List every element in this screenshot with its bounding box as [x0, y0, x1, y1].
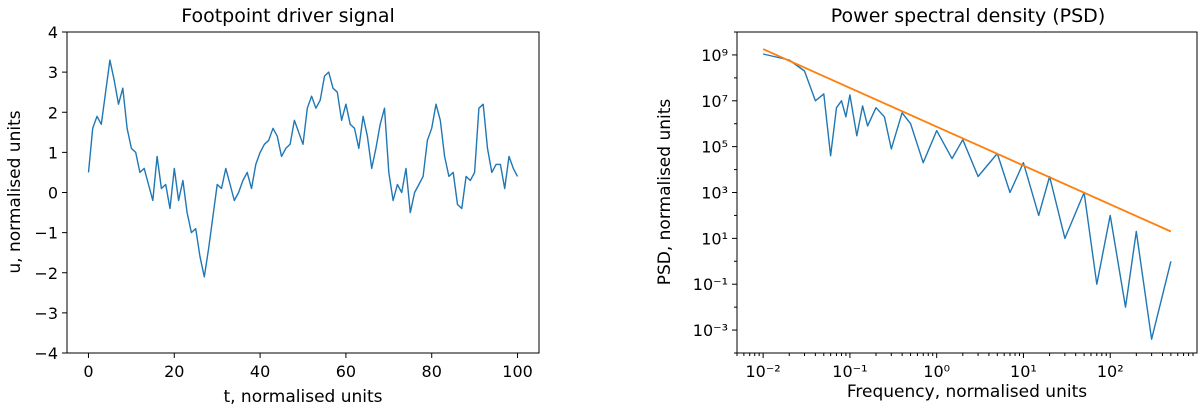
y-tick-label: −2 [34, 264, 58, 283]
x-tick-label: 40 [250, 362, 270, 381]
x-tick-label: 10⁻² [746, 362, 781, 381]
psd-line [762, 53, 1172, 340]
signal-series [87, 59, 519, 278]
signal-y-ticks: −4 −3 −2 −1 0 1 2 3 4 [34, 23, 67, 363]
x-tick-label: 10² [1097, 362, 1124, 381]
y-tick-label: 10⁻¹ [693, 275, 728, 294]
psd-chart-title: Power spectral density (PSD) [831, 5, 1105, 27]
psd-plot-area [736, 31, 1198, 354]
psd-y-ticks: 10⁻³ 10⁻¹ 10¹ 10³ 10⁵ 10⁷ 10⁹ [693, 31, 737, 354]
x-tick-label: 10⁰ [923, 362, 950, 381]
signal-line [87, 59, 519, 278]
x-tick-label: 100 [502, 362, 533, 381]
y-tick-label: 10⁵ [701, 138, 728, 157]
signal-chart: Footpoint driver signal 0 20 40 60 80 100 −4−… [5, 5, 540, 407]
y-tick-label: −1 [34, 224, 58, 243]
y-tick-label: 3 [48, 63, 58, 82]
y-tick-label: 1 [48, 143, 58, 162]
y-tick-label: 2 [48, 103, 58, 122]
y-tick-label: 4 [48, 23, 58, 42]
x-tick-label: 0 [83, 362, 93, 381]
y-tick-label: 10³ [701, 184, 728, 203]
psd-chart: Power spectral density (PSD) 10⁻² 10⁻¹ 10⁰… [655, 5, 1198, 402]
signal-chart-title: Footpoint driver signal [181, 5, 395, 27]
psd-series [762, 48, 1172, 340]
y-tick-label: 10⁹ [701, 46, 728, 65]
signal-plot-area [66, 31, 540, 354]
signal-x-ticks: 0 20 40 60 80 100 [83, 353, 533, 381]
signal-x-label: t, normalised units [223, 387, 382, 407]
x-tick-label: 10¹ [1010, 362, 1037, 381]
x-tick-label: 60 [336, 362, 356, 381]
signal-y-label: u, normalised units [5, 110, 25, 273]
y-tick-label: 0 [48, 184, 58, 203]
y-tick-label: 10⁻³ [693, 321, 728, 340]
y-tick-label: −3 [34, 304, 58, 323]
psd-x-label: Frequency, normalised units [847, 382, 1087, 402]
psd-x-ticks: 10⁻² 10⁻¹ 10⁰ 10¹ 10² [736, 353, 1194, 381]
psd-y-label: PSD, normalised units [655, 99, 675, 286]
x-tick-label: 20 [164, 362, 184, 381]
y-tick-label: 10⁷ [701, 92, 728, 111]
x-tick-label: 10⁻¹ [832, 362, 867, 381]
y-tick-label: −4 [34, 344, 58, 363]
psd-fit-line [762, 48, 1172, 233]
x-tick-label: 80 [422, 362, 442, 381]
y-tick-label: 10¹ [701, 229, 728, 248]
